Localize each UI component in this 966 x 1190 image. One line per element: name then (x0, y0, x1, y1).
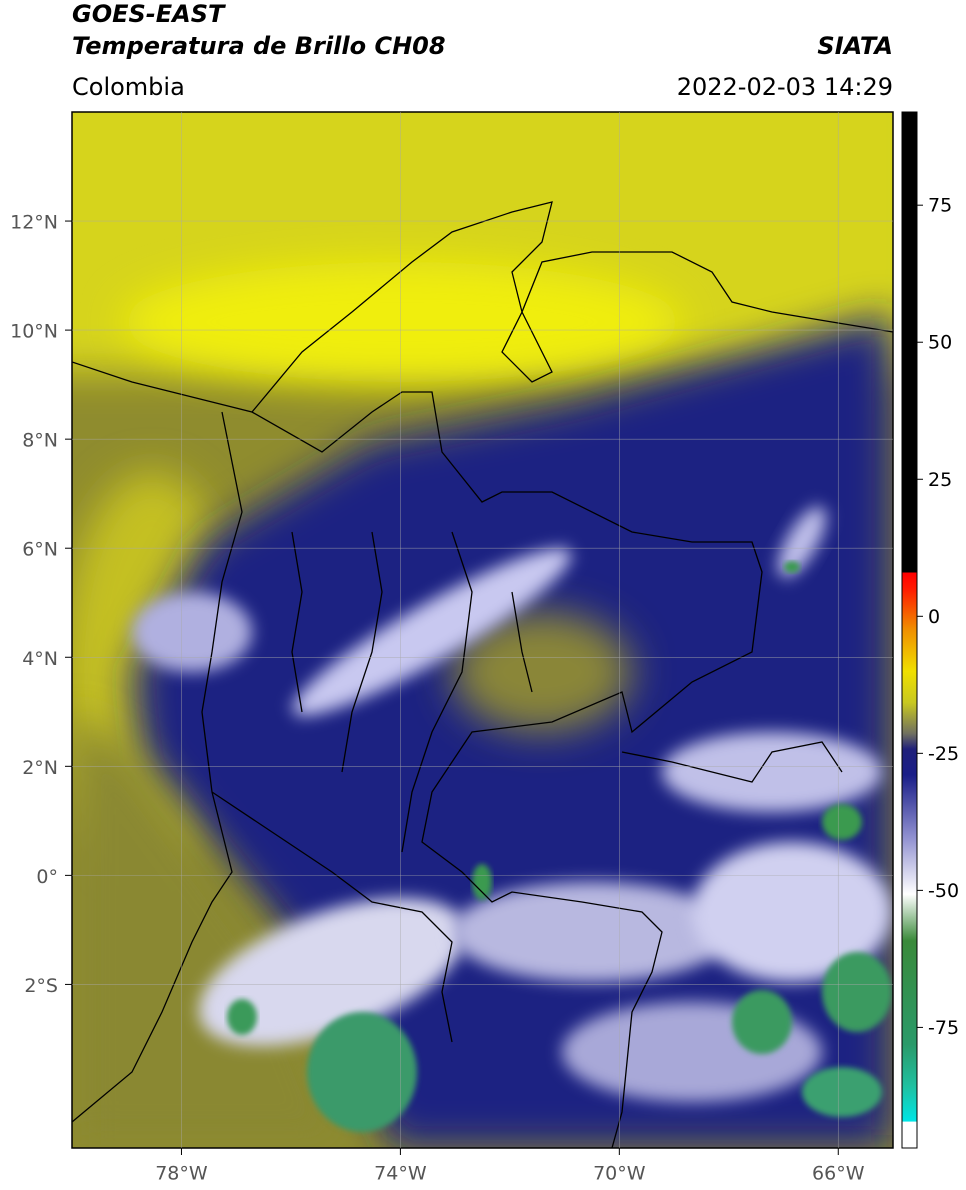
colorbar-tick-label: -25 (928, 743, 959, 765)
colorbar-tick-label: 50 (928, 332, 952, 354)
region: Colombia (72, 73, 185, 101)
colorbar-tick-label: -75 (928, 1017, 959, 1039)
colorbar-tick-label: 75 (928, 195, 952, 217)
satellite-image (72, 112, 893, 1148)
colorbar (901, 111, 918, 1149)
map-frame (71, 111, 894, 1149)
lon-tick-label: 70°W (593, 1163, 646, 1185)
colorbar-tick-label: 25 (928, 469, 952, 491)
lat-tick-label: 2°N (22, 757, 58, 779)
source: SIATA (817, 32, 893, 60)
lat-tick-label: 2°S (24, 975, 58, 997)
subtitle: Temperatura de Brillo CH08 (72, 32, 446, 60)
lat-tick-label: 10°N (10, 321, 58, 343)
lon-tick-label: 66°W (812, 1163, 865, 1185)
title: GOES-EAST (72, 0, 226, 28)
lat-tick-label: 4°N (22, 648, 58, 670)
lat-tick-label: 6°N (22, 539, 58, 561)
colorbar-tick-label: -50 (928, 880, 959, 902)
lat-tick-label: 12°N (10, 212, 58, 234)
colorbar-tick-label: 0 (928, 606, 940, 628)
lat-tick-label: 0° (36, 866, 58, 888)
lon-tick-label: 78°W (155, 1163, 208, 1185)
lon-tick-label: 74°W (374, 1163, 427, 1185)
datetime: 2022-02-03 14:29 (677, 73, 893, 101)
lat-tick-label: 8°N (22, 430, 58, 452)
